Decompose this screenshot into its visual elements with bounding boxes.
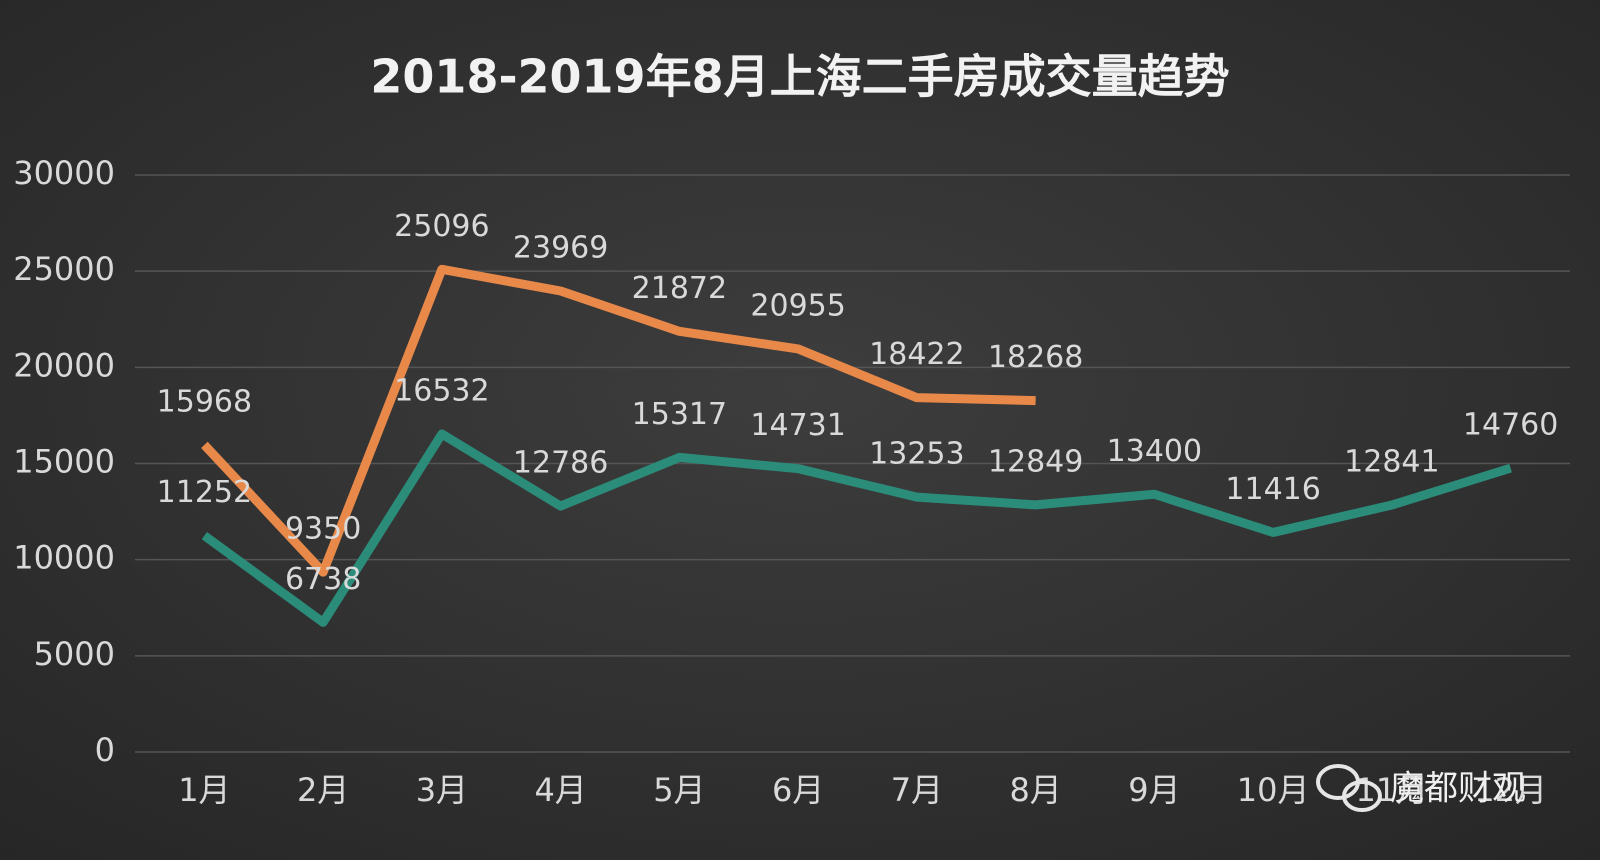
x-tick-label: 4月 — [534, 771, 586, 809]
x-tick-label: 3月 — [416, 771, 468, 809]
y-tick-label: 15000 — [13, 443, 115, 481]
y-tick-label: 0 — [95, 731, 115, 769]
x-tick-label: 5月 — [653, 771, 705, 809]
data-label: 14731 — [750, 408, 845, 443]
data-label: 18268 — [988, 340, 1083, 375]
data-label: 18422 — [869, 337, 964, 372]
data-label: 12786 — [513, 446, 608, 481]
x-tick-label: 10月 — [1237, 771, 1310, 809]
x-tick-label: 12月 — [1474, 771, 1547, 809]
x-tick-label: 6月 — [772, 771, 824, 809]
y-tick-label: 30000 — [13, 154, 115, 192]
y-tick-label: 20000 — [13, 346, 115, 384]
data-label: 16532 — [394, 374, 489, 409]
x-tick-label: 8月 — [1009, 771, 1061, 809]
data-label: 15968 — [157, 384, 252, 419]
x-tick-label: 7月 — [891, 771, 943, 809]
chart-title: 2018-2019年8月上海二手房成交量趋势 — [370, 50, 1229, 104]
x-tick-label: 9月 — [1128, 771, 1180, 809]
x-tick-label: 11月 — [1356, 771, 1429, 809]
data-label: 13253 — [869, 437, 964, 472]
data-label: 21872 — [632, 271, 727, 306]
data-label: 13400 — [1107, 434, 1202, 469]
y-tick-label: 5000 — [34, 635, 115, 673]
y-tick-label: 25000 — [13, 250, 115, 288]
data-label: 12849 — [988, 444, 1083, 479]
data-label: 9350 — [285, 512, 361, 547]
line-series — [201, 264, 1036, 577]
watermark: 魔都财观 — [1316, 764, 1526, 812]
data-label: 12841 — [1344, 445, 1439, 480]
x-tick-label: 2月 — [297, 771, 349, 809]
data-label: 11252 — [157, 475, 252, 510]
data-label: 14760 — [1463, 408, 1558, 443]
data-label: 6738 — [285, 562, 361, 597]
plot-area: 0 5000 10000 15000 20000 25000 30000 1月 2月 3月 4月 5月… — [13, 154, 1570, 809]
line-series — [201, 429, 1512, 627]
data-label: 20955 — [750, 288, 845, 323]
x-tick-label: 1月 — [178, 771, 230, 809]
data-label: 11416 — [1225, 472, 1320, 507]
watermark-text: 魔都财观 — [1390, 769, 1526, 809]
data-label: 15317 — [632, 397, 727, 432]
watermark-icon — [1342, 780, 1382, 812]
data-label: 25096 — [394, 209, 489, 244]
data-label: 23969 — [513, 230, 608, 265]
y-tick-label: 10000 — [13, 539, 115, 577]
